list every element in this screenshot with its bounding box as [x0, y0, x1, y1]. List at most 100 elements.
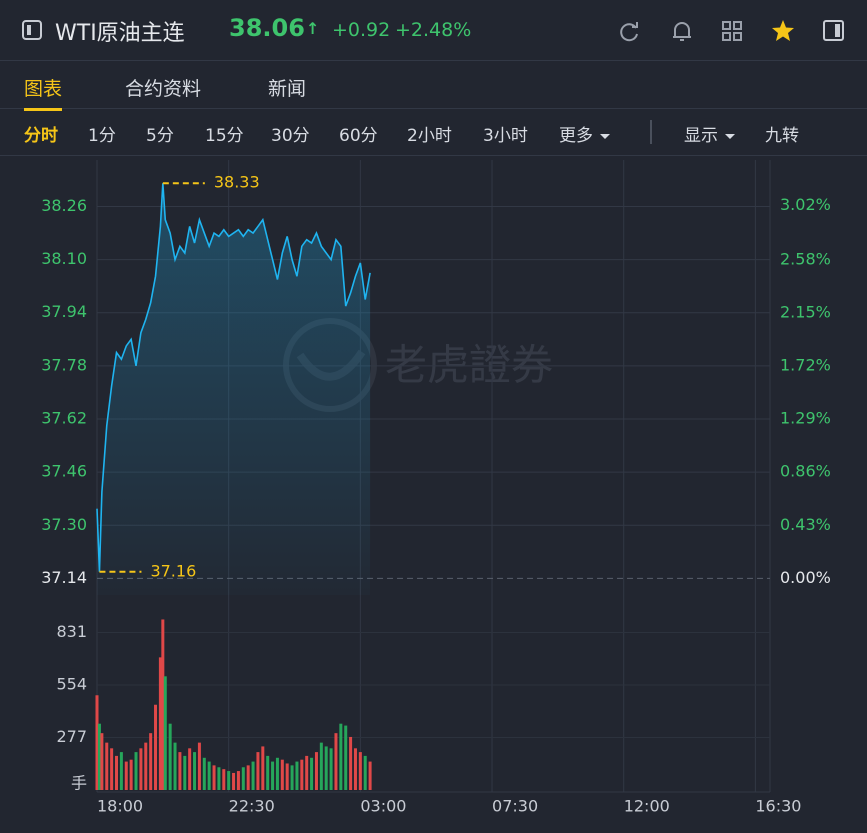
period-button[interactable]: 更多 — [559, 121, 610, 146]
x-tick-label: 16:30 — [755, 797, 801, 816]
y-tick-label: 37.62 — [41, 409, 87, 428]
volume-bar — [193, 752, 197, 790]
period-button[interactable]: 1分 — [88, 121, 116, 146]
bell-icon[interactable] — [670, 20, 694, 44]
y-tick-label: 37.46 — [41, 462, 87, 481]
volume-bar — [319, 742, 323, 790]
annotation-label: 37.16 — [150, 561, 196, 580]
volume-bar — [310, 757, 314, 790]
y-tick-label: 37.30 — [41, 515, 87, 534]
volume-bar — [129, 759, 133, 790]
period-button[interactable]: 60分 — [339, 121, 378, 146]
label: 5分 — [146, 126, 174, 146]
volume-bar — [163, 676, 167, 790]
period-button[interactable]: 显示 — [684, 121, 735, 146]
label: 分时 — [24, 126, 58, 146]
volume-bar — [158, 657, 162, 790]
y2-tick-label: 3.02% — [780, 195, 831, 214]
volume-bar — [217, 767, 221, 790]
refresh-icon[interactable] — [618, 20, 642, 44]
price: 38.06 — [229, 14, 305, 42]
label: 15分 — [205, 126, 244, 146]
volume-bar — [314, 752, 318, 790]
volume-bar — [305, 755, 309, 790]
y-tick-label: 38.26 — [41, 196, 87, 215]
volume-bar — [271, 761, 275, 790]
caret — [725, 133, 735, 139]
volume-bar — [139, 748, 143, 790]
label: 30分 — [271, 126, 310, 146]
x-tick-label: 12:00 — [624, 797, 670, 816]
volume-bar — [207, 761, 211, 790]
sidebar-icon[interactable] — [823, 20, 847, 44]
symbol: WTI原油主连 — [55, 21, 185, 46]
change-pct: +2.48% — [395, 19, 472, 41]
menu-icon[interactable] — [22, 20, 44, 42]
volume-bar — [358, 752, 362, 790]
volume-bar — [183, 755, 187, 790]
label: 显示 — [684, 126, 718, 146]
tab[interactable]: 合约资料 — [125, 78, 202, 100]
volume-bar — [227, 771, 231, 790]
volume-bar — [110, 748, 114, 790]
volume-bar — [202, 757, 206, 790]
volume-bar — [266, 755, 270, 790]
period-button[interactable]: 5分 — [146, 121, 174, 146]
period-button[interactable]: 3小时 — [483, 121, 528, 146]
label: 3小时 — [483, 126, 528, 146]
annotation-label: 38.33 — [214, 173, 260, 192]
price-line — [96, 183, 371, 572]
period-button[interactable]: 30分 — [271, 121, 310, 146]
caret — [600, 133, 610, 139]
y2-tick-label: 0.43% — [780, 515, 831, 534]
x-tick-label: 07:30 — [492, 797, 538, 816]
tab[interactable]: 图表 — [24, 74, 63, 111]
period-button[interactable]: 15分 — [205, 121, 244, 146]
volume-bar — [97, 723, 101, 790]
volume-bar — [232, 772, 236, 790]
volume-bar — [246, 765, 250, 790]
volume-bar — [295, 761, 299, 790]
y2-tick-label: 0.00% — [780, 568, 831, 587]
volume-unit: 手 — [71, 774, 87, 793]
volume-bar — [124, 761, 128, 790]
star-icon[interactable] — [771, 19, 795, 43]
volume-tick-label: 554 — [56, 675, 87, 694]
y2-tick-label: 0.86% — [780, 462, 831, 481]
grid-icon[interactable] — [721, 20, 745, 44]
volume-bar — [168, 723, 172, 790]
volume-bar — [134, 752, 138, 790]
period-button[interactable]: 2小时 — [407, 121, 452, 146]
volume-bar — [324, 746, 328, 790]
x-tick-label: 18:00 — [97, 797, 143, 816]
tab[interactable]: 新闻 — [268, 78, 307, 100]
volume-bar — [100, 733, 104, 790]
y2-tick-label: 1.29% — [780, 409, 831, 428]
volume-bar — [280, 759, 284, 790]
label: 60分 — [339, 126, 378, 146]
tab-bar: 图表 合约资料 新闻 — [0, 61, 867, 111]
volume-bar — [197, 742, 201, 790]
change: +0.92 — [332, 19, 391, 41]
volume-bar — [290, 765, 294, 790]
volume-bar — [363, 755, 367, 790]
volume-bar — [285, 763, 289, 790]
period-button[interactable]: 九转 — [765, 121, 799, 146]
x-tick-label: 03:00 — [360, 797, 406, 816]
divider — [650, 120, 652, 144]
volume-bar — [119, 752, 123, 790]
y2-tick-label: 2.58% — [780, 249, 831, 268]
header: WTI原油主连 38.06 ↑ +0.92 +2.48% — [0, 0, 867, 61]
volume-bar — [144, 742, 148, 790]
y-tick-label: 37.78 — [41, 355, 87, 374]
y2-tick-label: 2.15% — [780, 303, 831, 322]
volume-bar — [236, 771, 240, 790]
volume-bar — [95, 695, 99, 790]
volume-bar — [349, 736, 353, 790]
volume-bar — [339, 723, 343, 790]
volume-bar — [222, 769, 226, 790]
volume-bar — [178, 752, 182, 790]
period-button[interactable]: 分时 — [24, 121, 58, 146]
